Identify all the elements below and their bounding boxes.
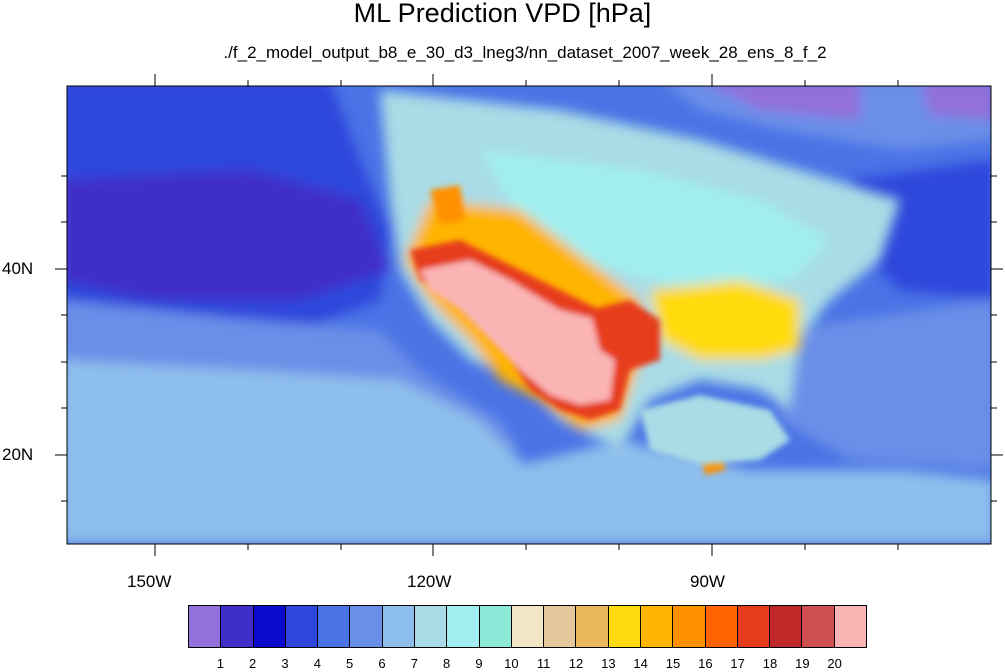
colorbar-tick-label: 15 xyxy=(665,656,681,671)
colorbar-tick-label: 6 xyxy=(378,656,386,671)
colorbar-labels: 1 2 3 4 5 6 7 8 9 10 11 12 13 14 15 16 17 18 19 20 xyxy=(188,656,867,672)
colorbar-swatch xyxy=(285,606,319,647)
colorbar-tick-label: 4 xyxy=(313,656,321,671)
colorbar-swatch xyxy=(414,606,448,647)
colorbar-swatch xyxy=(770,606,803,647)
colorbar-swatch xyxy=(479,606,512,647)
colorbar-tick-label: 7 xyxy=(410,656,418,671)
colorbar-tick-label: 2 xyxy=(249,656,257,671)
colorbar-tick-label: 14 xyxy=(633,656,648,671)
colorbar-swatch xyxy=(544,606,577,647)
colorbar-tick-label: 13 xyxy=(601,656,616,671)
colorbar-tick-label: 8 xyxy=(443,656,451,671)
lon-label-120w: 120W xyxy=(407,572,452,591)
colorbar-tick-label: 1 xyxy=(216,656,224,671)
colorbar-tick-label: 11 xyxy=(536,656,551,671)
colorbar-tick-label: 18 xyxy=(762,656,778,671)
colorbar-tick-label: 16 xyxy=(698,656,713,671)
colorbar-tick-label: 12 xyxy=(568,656,584,671)
colorbar-swatch xyxy=(705,606,738,647)
colorbar-swatch xyxy=(221,606,254,647)
colorbar-swatch xyxy=(350,606,383,647)
colorbar-swatch xyxy=(802,606,835,647)
colorbar xyxy=(188,605,867,648)
colorbar-swatch xyxy=(511,606,545,647)
colorbar-tick-label: 20 xyxy=(827,656,842,671)
colorbar-swatch xyxy=(253,606,286,647)
colorbar-swatch xyxy=(576,606,609,647)
colorbar-swatch xyxy=(673,606,706,647)
colorbar-swatch xyxy=(382,606,415,647)
colorbar-swatch xyxy=(737,606,771,647)
map-title: ML Prediction VPD [hPa] xyxy=(353,0,652,28)
vpd-field xyxy=(67,86,991,544)
lon-label-150w: 150W xyxy=(127,572,172,591)
colorbar-tick-label: 17 xyxy=(730,656,745,671)
colorbar-swatch xyxy=(318,606,351,647)
map-subtitle: ./f_2_model_output_b8_e_30_d3_lneg3/nn_d… xyxy=(223,43,827,62)
colorbar-tick-label: 5 xyxy=(346,656,354,671)
lat-label-20n: 20N xyxy=(2,445,34,464)
axis-ticks xyxy=(55,74,1003,556)
colorbar-swatch xyxy=(640,606,674,647)
colorbar-swatch xyxy=(834,606,866,647)
minor-ticks xyxy=(61,80,997,550)
colorbar-swatch xyxy=(189,606,222,647)
colorbar-swatch xyxy=(608,606,641,647)
colorbar-swatch xyxy=(447,606,480,647)
colorbar-tick-label: 19 xyxy=(795,656,810,671)
colorbar-tick-label: 9 xyxy=(475,656,483,671)
lon-label-90w: 90W xyxy=(690,572,725,591)
lat-label-40n: 40N xyxy=(2,259,34,278)
colorbar-tick-label: 3 xyxy=(281,656,289,671)
colorbar-tick-label: 10 xyxy=(504,656,519,671)
